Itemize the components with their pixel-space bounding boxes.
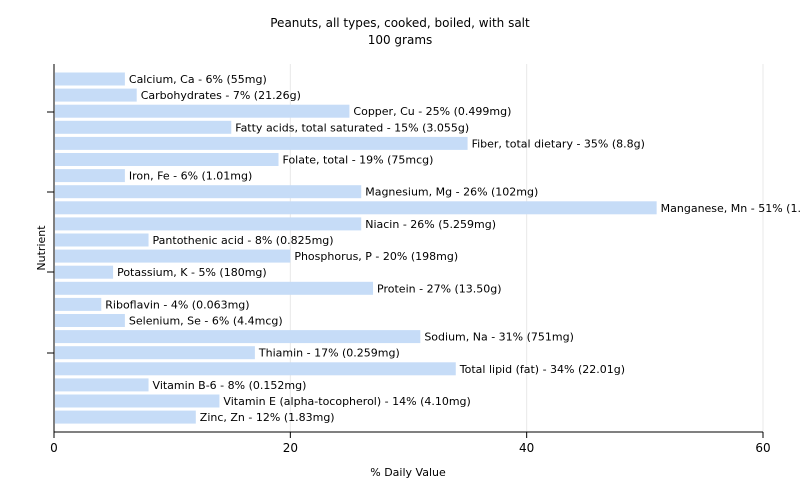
bar xyxy=(55,362,456,376)
bar-label: Vitamin B-6 - 8% (0.152mg) xyxy=(153,379,307,392)
bar xyxy=(55,330,421,344)
bar-label: Zinc, Zn - 12% (1.83mg) xyxy=(200,411,335,424)
bar-label: Thiamin - 17% (0.259mg) xyxy=(258,347,400,360)
bar-label: Iron, Fe - 6% (1.01mg) xyxy=(129,170,252,183)
bar xyxy=(55,314,125,327)
bar xyxy=(55,394,220,408)
bar xyxy=(55,185,362,199)
bar-label: Total lipid (fat) - 34% (22.01g) xyxy=(459,363,625,376)
bar-label: Riboflavin - 4% (0.063mg) xyxy=(105,298,249,311)
bar-label: Selenium, Se - 6% (4.4mcg) xyxy=(129,315,283,328)
bar xyxy=(55,201,657,215)
x-tick-label: 20 xyxy=(283,441,298,455)
bar-label: Folate, total - 19% (75mcg) xyxy=(283,154,434,167)
bar xyxy=(55,88,137,102)
bar xyxy=(55,233,149,247)
bar-label: Potassium, K - 5% (180mg) xyxy=(117,266,267,279)
bar-label: Fiber, total dietary - 35% (8.8g) xyxy=(472,137,645,150)
x-tick-label: 0 xyxy=(50,441,58,455)
bar xyxy=(55,120,232,134)
bar xyxy=(55,72,125,86)
bars: Calcium, Ca - 6% (55mg) Carbohydrates - 7… xyxy=(55,72,800,424)
bar xyxy=(55,410,196,424)
bar xyxy=(55,265,114,279)
bar xyxy=(55,378,149,392)
bar xyxy=(55,169,125,183)
bar-label: Calcium, Ca - 6% (55mg) xyxy=(129,73,267,86)
bar-label: Phosphorus, P - 20% (198mg) xyxy=(294,250,458,263)
bar xyxy=(55,297,102,311)
bar-label: Protein - 27% (13.50g) xyxy=(377,282,502,295)
bar xyxy=(55,217,362,231)
bar-label: Magnesium, Mg - 26% (102mg) xyxy=(365,186,538,199)
bar xyxy=(55,153,279,166)
x-ticks: 0 20 40 60 xyxy=(50,432,771,455)
y-axis-label: Nutrient xyxy=(35,225,48,271)
bar xyxy=(55,104,350,118)
bar xyxy=(55,281,374,295)
chart-subtitle: 100 grams xyxy=(368,33,433,47)
bar-label: Manganese, Mn - 51% (1.023mg) xyxy=(661,202,800,215)
x-tick-label: 60 xyxy=(755,441,770,455)
bar xyxy=(55,249,291,263)
grid-lines xyxy=(289,64,764,432)
bar xyxy=(55,346,255,360)
x-tick-label: 40 xyxy=(519,441,534,455)
chart-title: Peanuts, all types, cooked, boiled, with… xyxy=(270,16,530,30)
bar-label: Niacin - 26% (5.259mg) xyxy=(365,218,496,231)
x-axis-label: % Daily Value xyxy=(370,466,446,479)
bar-label: Pantothenic acid - 8% (0.825mg) xyxy=(153,234,334,247)
bar-label: Vitamin E (alpha-tocopherol) - 14% (4.10… xyxy=(223,395,470,408)
axes xyxy=(47,64,763,433)
bar-label: Sodium, Na - 31% (751mg) xyxy=(424,331,574,344)
bar-label: Copper, Cu - 25% (0.499mg) xyxy=(353,105,511,118)
bar xyxy=(55,136,468,150)
bar-label: Fatty acids, total saturated - 15% (3.05… xyxy=(235,121,469,134)
bar-label: Carbohydrates - 7% (21.26g) xyxy=(141,89,301,102)
